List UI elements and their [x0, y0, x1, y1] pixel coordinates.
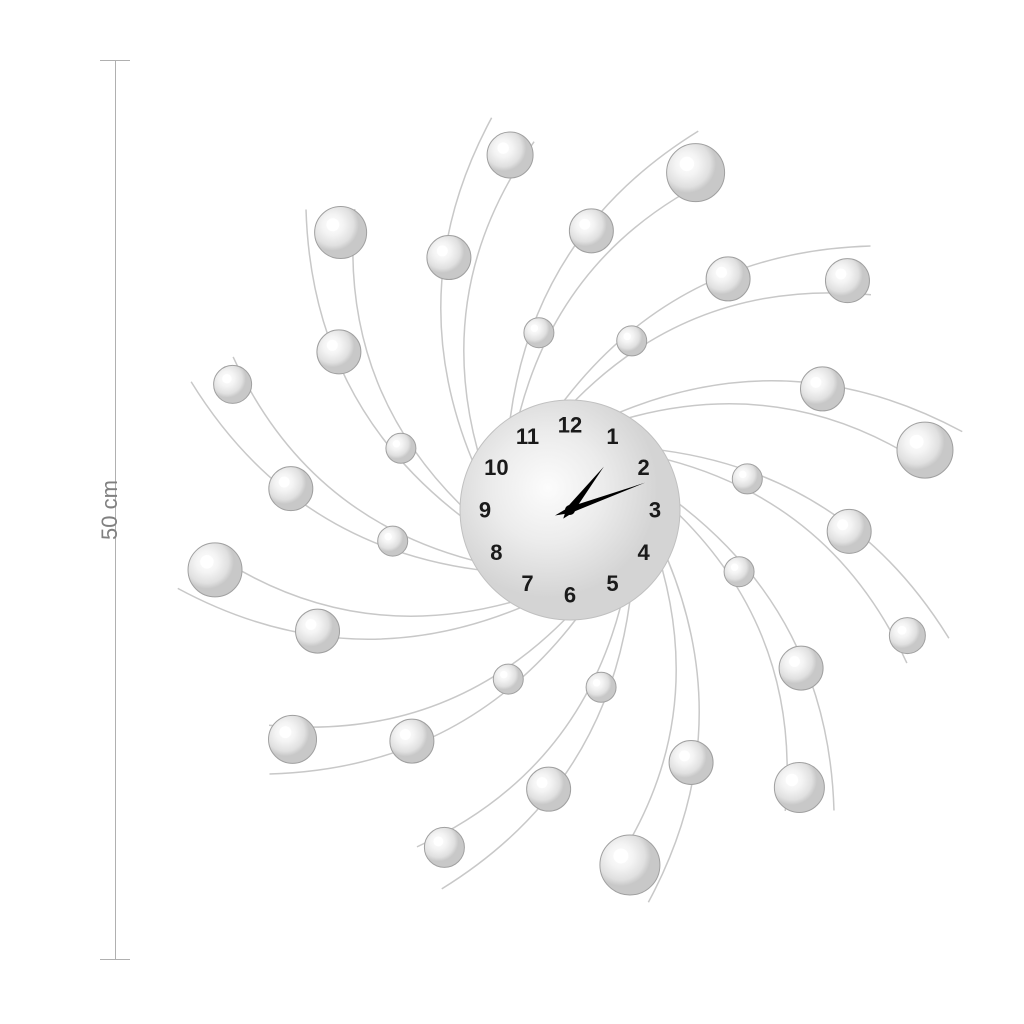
crystal-highlight: [305, 619, 316, 630]
dimension-cap-bottom: [100, 959, 130, 960]
clock-number-1: 1: [606, 424, 618, 449]
crystal-gem: [427, 236, 471, 280]
crystal-highlight: [279, 726, 291, 738]
crystal-highlight: [810, 377, 821, 388]
clock-number-2: 2: [637, 455, 649, 480]
crystal-gem: [527, 767, 571, 811]
clock-number-8: 8: [490, 540, 502, 565]
clock-center-dot: [565, 505, 575, 515]
crystal-gem: [897, 422, 953, 478]
crystal-gem: [296, 609, 340, 653]
clock-number-7: 7: [521, 571, 533, 596]
crystal-gem: [617, 326, 647, 356]
clock-number-10: 10: [484, 455, 508, 480]
crystal-highlight: [393, 440, 401, 448]
crystal-highlight: [400, 729, 411, 740]
clock-number-3: 3: [649, 498, 661, 523]
crystal-highlight: [786, 774, 799, 787]
crystal-gem: [424, 827, 464, 867]
clock-number-4: 4: [637, 540, 650, 565]
crystal-highlight: [897, 626, 906, 635]
crystal-highlight: [200, 555, 214, 569]
crystal-highlight: [579, 219, 590, 230]
crystal-gem: [317, 330, 361, 374]
crystal-highlight: [537, 777, 548, 788]
spiral-wire: [606, 570, 676, 879]
crystal-gem: [732, 464, 762, 494]
crystal-gem: [269, 467, 313, 511]
crystal-gem: [706, 257, 750, 301]
crystal-gem: [214, 365, 252, 403]
crystal-highlight: [500, 671, 508, 679]
crystal-gem: [378, 526, 408, 556]
crystal-gem: [827, 509, 871, 553]
crystal-highlight: [716, 267, 727, 278]
crystal-highlight: [279, 477, 290, 488]
clock-number-9: 9: [479, 498, 491, 523]
crystal-gem: [390, 719, 434, 763]
crystal-gem: [493, 664, 523, 694]
crystal-highlight: [623, 333, 631, 341]
crystal-gem: [669, 740, 713, 784]
crystal-gem: [600, 835, 660, 895]
crystal-highlight: [593, 679, 601, 687]
clock-product-diagram: 121234567891011: [170, 60, 970, 960]
dimension-label: 50 cm: [97, 480, 123, 540]
crystal-highlight: [739, 471, 747, 479]
crystal-highlight: [731, 563, 739, 571]
spiral-wire: [178, 588, 520, 639]
crystal-gem: [667, 144, 725, 202]
crystal-gem: [569, 209, 613, 253]
spiral-wire: [464, 142, 534, 451]
crystal-highlight: [384, 533, 392, 541]
clock-number-6: 6: [564, 583, 576, 608]
crystal-highlight: [613, 848, 628, 863]
crystal-highlight: [222, 374, 232, 384]
crystal-highlight: [837, 519, 848, 530]
crystal-highlight: [679, 750, 690, 761]
spiral-wire: [520, 173, 723, 412]
crystal-gem: [724, 557, 754, 587]
crystal-gem: [779, 646, 823, 690]
crystal-highlight: [327, 340, 338, 351]
crystal-gem: [889, 618, 925, 654]
crystal-gem: [586, 672, 616, 702]
crystal-gem: [825, 259, 869, 303]
crystal-gem: [188, 543, 242, 597]
crystal-gem: [269, 715, 317, 763]
crystal-highlight: [437, 245, 448, 256]
crystal-highlight: [433, 836, 443, 846]
crystal-highlight: [835, 269, 846, 280]
clock-number-5: 5: [606, 571, 618, 596]
spiral-wire: [630, 404, 939, 474]
crystal-highlight: [680, 157, 695, 172]
crystal-highlight: [910, 435, 924, 449]
spiral-wire: [417, 608, 620, 847]
clock-number-12: 12: [558, 413, 582, 438]
spiral-wire: [620, 381, 962, 432]
crystal-highlight: [531, 324, 539, 332]
clock-svg: 121234567891011: [170, 60, 970, 960]
crystal-gem: [386, 433, 416, 463]
spiral-wire: [668, 460, 907, 663]
crystal-gem: [524, 318, 554, 348]
crystal-highlight: [789, 656, 800, 667]
crystal-gem: [487, 132, 533, 178]
spiral-wire: [233, 357, 472, 560]
spiral-wire: [202, 546, 511, 616]
crystal-highlight: [326, 218, 339, 231]
spiral-wire: [441, 118, 492, 460]
crystal-highlight: [497, 142, 509, 154]
crystal-gem: [774, 762, 824, 812]
crystal-gem: [800, 367, 844, 411]
crystal-gem: [315, 207, 367, 259]
clock-number-11: 11: [516, 424, 539, 449]
